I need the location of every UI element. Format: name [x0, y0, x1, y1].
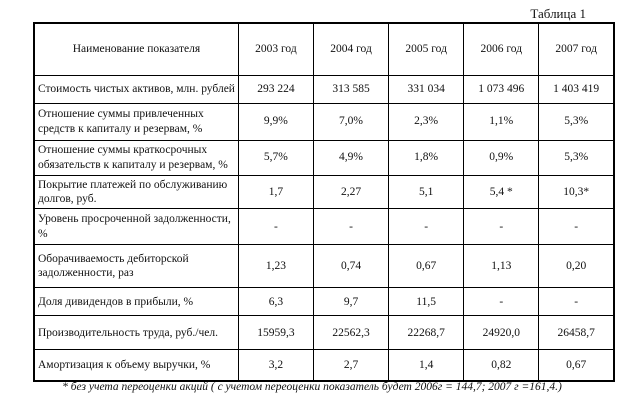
table-row: Амортизация к объему выручки, % 3,2 2,7 … — [33, 349, 615, 382]
cell-value: - — [388, 208, 465, 246]
cell-value: 0,67 — [388, 244, 465, 289]
header-year-2005: 2005 год — [388, 22, 465, 76]
table-row: Оборачиваемость дебиторской задолженност… — [33, 244, 615, 289]
table-row: Доля дивидендов в прибыли, % 6,3 9,7 11,… — [33, 287, 615, 317]
cell-value: 293 224 — [237, 74, 314, 104]
cell-value: - — [538, 287, 615, 317]
header-year-2006: 2006 год — [463, 22, 540, 76]
row-label: Стоимость чистых активов, млн. рублей — [33, 74, 239, 104]
header-year-2007: 2007 год — [538, 22, 615, 76]
row-label: Уровень просроченной задолженности, % — [33, 208, 239, 246]
row-label: Отношение суммы привлеченных средств к к… — [33, 102, 239, 141]
table-row: Отношение суммы краткосрочных обязательс… — [33, 139, 615, 176]
cell-value: 15959,3 — [237, 315, 314, 351]
row-label: Оборачиваемость дебиторской задолженност… — [33, 244, 239, 289]
cell-value: - — [538, 208, 615, 246]
cell-value: 5,1 — [388, 174, 465, 210]
cell-value: 313 585 — [312, 74, 390, 104]
cell-value: 5,4 * — [463, 174, 540, 210]
cell-value: 1,4 — [388, 349, 465, 382]
header-year-2004: 2004 год — [312, 22, 390, 76]
cell-value: - — [312, 208, 390, 246]
cell-value: 2,3% — [388, 102, 465, 141]
cell-value: 6,3 — [237, 287, 314, 317]
cell-value: 10,3* — [538, 174, 615, 210]
cell-value: 11,5 — [388, 287, 465, 317]
row-label: Амортизация к объему выручки, % — [33, 349, 239, 382]
table-row: Производительность труда, руб./чел. 1595… — [33, 315, 615, 351]
table-footnote: * без учета переоценки акций ( с учетом … — [62, 381, 562, 393]
cell-value: 1,13 — [463, 244, 540, 289]
cell-value: 24920,0 — [463, 315, 540, 351]
cell-value: 0,82 — [463, 349, 540, 382]
cell-value: 0,74 — [312, 244, 390, 289]
cell-value: 0,9% — [463, 139, 540, 176]
cell-value: 0,20 — [538, 244, 615, 289]
cell-value: 1 403 419 — [538, 74, 615, 104]
table-caption: Таблица 1 — [530, 6, 586, 21]
cell-value: 1,8% — [388, 139, 465, 176]
cell-value: 5,7% — [237, 139, 314, 176]
cell-value: 1 073 496 — [463, 74, 540, 104]
cell-value: 7,0% — [312, 102, 390, 141]
cell-value: 3,2 — [237, 349, 314, 382]
cell-value: 2,7 — [312, 349, 390, 382]
table-header-row: Наименование показателя 2003 год 2004 го… — [33, 22, 615, 76]
table-row: Стоимость чистых активов, млн. рублей 29… — [33, 74, 615, 104]
header-indicator-name: Наименование показателя — [33, 22, 239, 76]
cell-value: 1,1% — [463, 102, 540, 141]
cell-value: - — [463, 208, 540, 246]
table-row: Покрытие платежей по обслуживанию долгов… — [33, 174, 615, 210]
financial-indicators-table: Наименование показателя 2003 год 2004 го… — [33, 22, 615, 382]
cell-value: 1,7 — [237, 174, 314, 210]
cell-value: - — [463, 287, 540, 317]
cell-value: 9,7 — [312, 287, 390, 317]
cell-value: - — [237, 208, 314, 246]
table-row: Уровень просроченной задолженности, % - … — [33, 208, 615, 246]
cell-value: 331 034 — [388, 74, 465, 104]
header-year-2003: 2003 год — [237, 22, 314, 76]
cell-value: 0,67 — [538, 349, 615, 382]
row-label: Покрытие платежей по обслуживанию долгов… — [33, 174, 239, 210]
cell-value: 2,27 — [312, 174, 390, 210]
cell-value: 5,3% — [538, 102, 615, 141]
table-row: Отношение суммы привлеченных средств к к… — [33, 102, 615, 141]
cell-value: 1,23 — [237, 244, 314, 289]
row-label: Отношение суммы краткосрочных обязательс… — [33, 139, 239, 176]
cell-value: 22562,3 — [312, 315, 390, 351]
cell-value: 9,9% — [237, 102, 314, 141]
cell-value: 4,9% — [312, 139, 390, 176]
cell-value: 26458,7 — [538, 315, 615, 351]
cell-value: 22268,7 — [388, 315, 465, 351]
row-label: Производительность труда, руб./чел. — [33, 315, 239, 351]
cell-value: 5,3% — [538, 139, 615, 176]
row-label: Доля дивидендов в прибыли, % — [33, 287, 239, 317]
